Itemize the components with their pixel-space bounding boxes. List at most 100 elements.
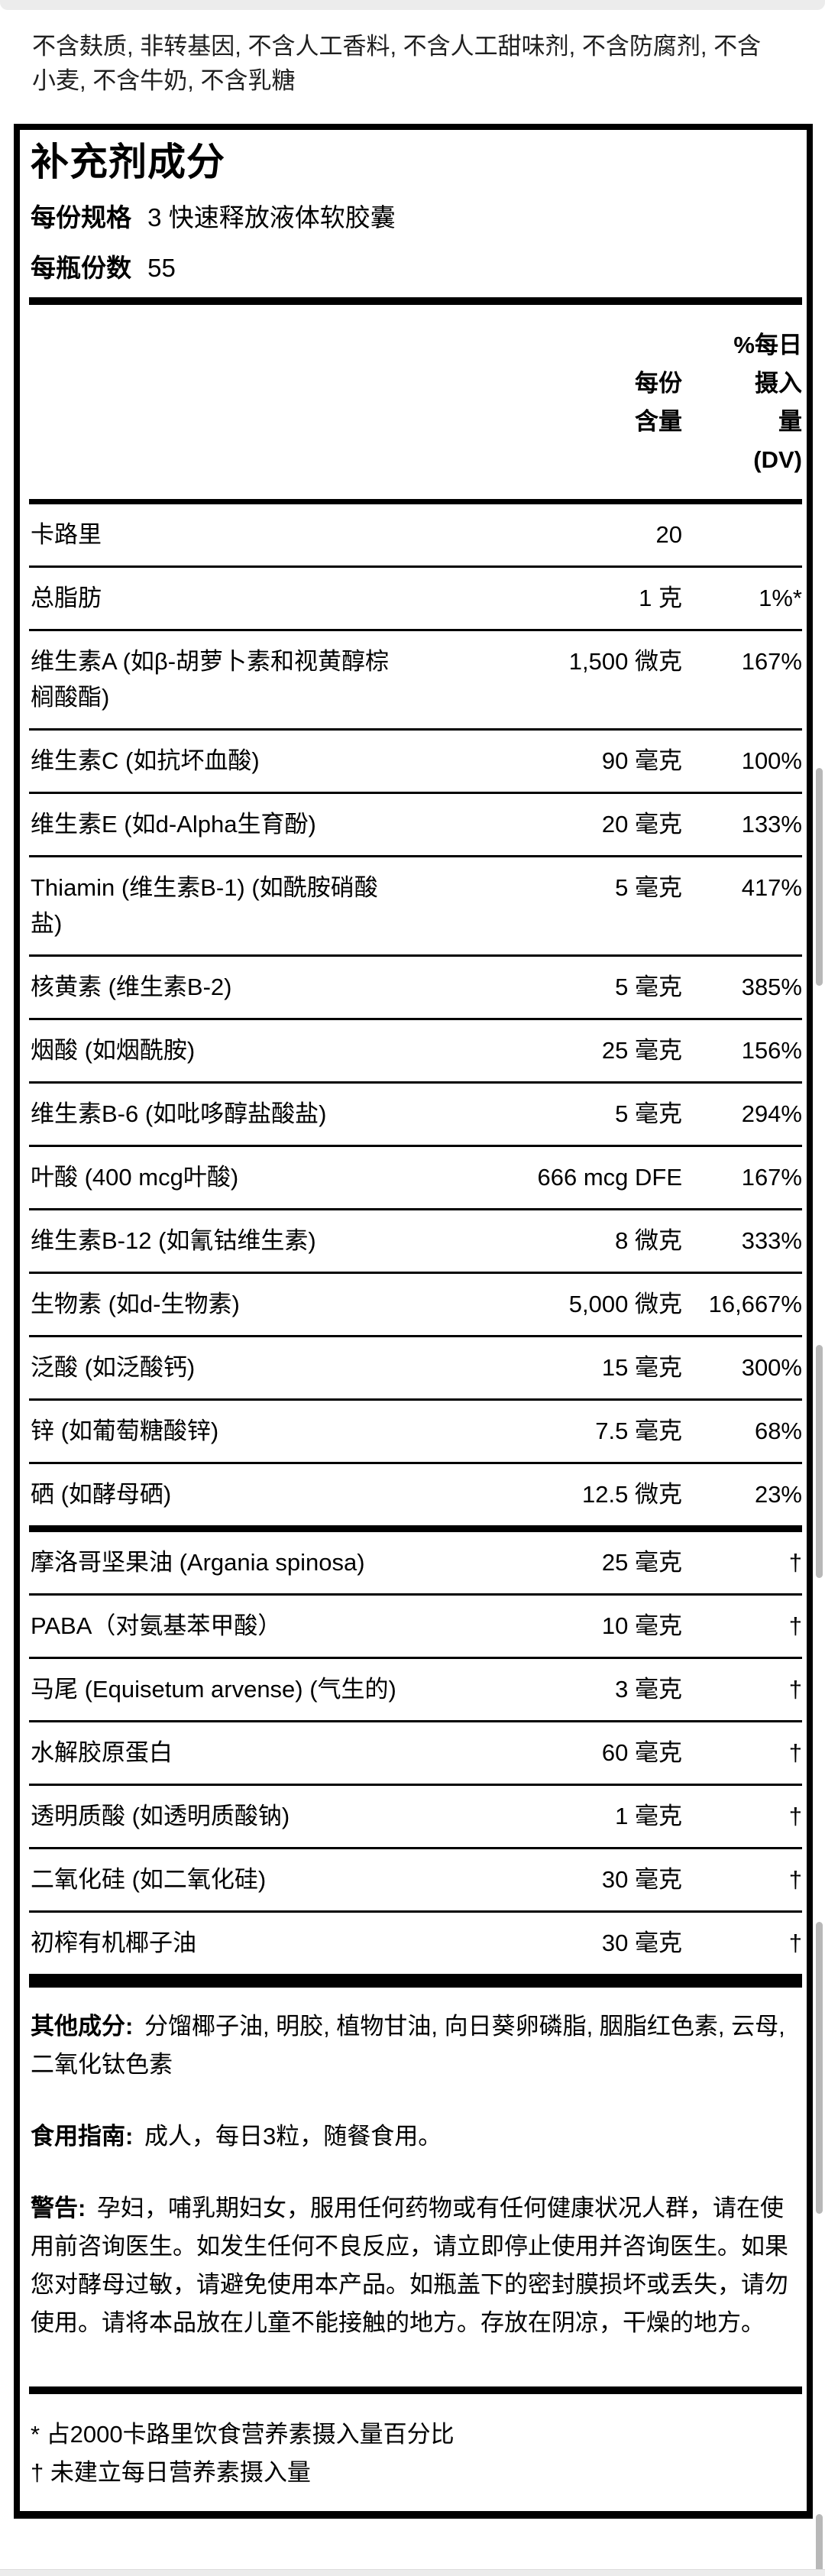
warning-label: 警告: xyxy=(31,2195,86,2221)
other-ingredients-label: 其他成分: xyxy=(31,2013,134,2040)
nutrient-daily-value: † xyxy=(788,1866,802,1893)
nutrient-name: 维生素C (如抗坏血酸) xyxy=(31,747,260,774)
table-row: 硒 (如酵母硒) 12.5 微克 23% xyxy=(29,1462,802,1525)
nutrient-name: 马尾 (Equisetum arvense) (气生的) xyxy=(31,1676,396,1703)
nutrient-name: 维生素A (如β-胡萝卜素和视黄醇棕 榈酸酯) xyxy=(31,648,390,711)
panel-inner: 补充剂成分 每份规格 3 快速释放液体软胶囊 每瓶份数 55 每份 含量 %每日… xyxy=(20,141,807,2511)
nutrient-daily-value: 417% xyxy=(741,874,802,901)
table-row: 透明质酸 (如透明质酸钠) 1 毫克 † xyxy=(29,1784,802,1847)
table-row: 核黄素 (维生素B-2) 5 毫克 385% xyxy=(29,954,802,1018)
warning-text: 孕妇，哺乳期妇女，服用任何药物或有任何健康状况人群，请在使用前咨询医生。如发生任… xyxy=(31,2195,788,2336)
nutrient-daily-value: 1%* xyxy=(759,585,802,611)
other-ingredients-text: 分馏椰子油, 明胶, 植物甘油, 向日葵卵磷脂, 胭脂红色素, 云母, 二氧化钛… xyxy=(31,2013,785,2078)
table-row: 维生素A (如β-胡萝卜素和视黄醇棕 榈酸酯) 1,500 微克 167% xyxy=(29,629,802,728)
divider-mega xyxy=(29,1974,802,1988)
panel-title: 补充剂成分 xyxy=(31,141,225,183)
footnotes: * 占2000卡路里饮食营养素摄入量百分比 † 未建立每日营养素摄入量 xyxy=(29,2416,802,2492)
table-row: 二氧化硅 (如二氧化硅) 30 毫克 † xyxy=(29,1847,802,1910)
previous-content-edge xyxy=(0,0,825,10)
nutrient-amount: 30 毫克 xyxy=(601,1930,682,1956)
nutrient-name: 硒 (如酵母硒) xyxy=(31,1481,172,1508)
nutrient-name: PABA（对氨基苯甲酸） xyxy=(31,1612,282,1639)
nutrient-amount: 30 毫克 xyxy=(601,1866,682,1893)
serving-size-line: 每份规格 3 快速释放液体软胶囊 xyxy=(31,203,802,233)
supplement-facts-panel: 补充剂成分 每份规格 3 快速释放液体软胶囊 每瓶份数 55 每份 含量 %每日… xyxy=(14,124,813,2519)
nutrient-daily-value: † xyxy=(788,1803,802,1829)
nutrient-amount: 8 微克 xyxy=(615,1227,682,1254)
nutrient-name: 总脂肪 xyxy=(31,585,102,611)
servings-per-bottle-line: 每瓶份数 55 xyxy=(31,253,802,284)
nutrient-daily-value: 68% xyxy=(754,1418,802,1444)
nutrient-amount: 60 毫克 xyxy=(601,1739,682,1766)
nutrient-daily-value: 16,667% xyxy=(708,1291,802,1317)
table-row: 泛酸 (如泛酸钙) 15 毫克 300% xyxy=(29,1335,802,1398)
nutrient-name: 锌 (如葡萄糖酸锌) xyxy=(31,1418,219,1444)
nutrient-amount: 5 毫克 xyxy=(615,974,682,1000)
footnote-calorie-basis: * 占2000卡路里饮食营养素摄入量百分比 xyxy=(31,2421,455,2448)
nutrient-name: 维生素B-6 (如吡哆醇盐酸盐) xyxy=(31,1100,327,1127)
table-row: 总脂肪 1 克 1%* xyxy=(29,565,802,629)
nutrient-daily-value: † xyxy=(788,1739,802,1766)
table-row: 马尾 (Equisetum arvense) (气生的) 3 毫克 † xyxy=(29,1657,802,1720)
nutrient-amount: 20 毫克 xyxy=(601,811,682,838)
other-ingredients-paragraph: 其他成分: 分馏椰子油, 明胶, 植物甘油, 向日葵卵磷脂, 胭脂红色素, 云母… xyxy=(31,2007,802,2084)
footnote-daily-value: † 未建立每日营养素摄入量 xyxy=(31,2459,311,2486)
scrollbar-thumb[interactable] xyxy=(816,768,823,986)
nutrient-daily-value: 333% xyxy=(741,1227,802,1254)
nutrient-name: Thiamin (维生素B-1) (如酰胺硝酸 盐) xyxy=(31,874,378,937)
nutrient-daily-value: 385% xyxy=(741,974,802,1000)
nutrient-amount: 12.5 微克 xyxy=(582,1481,682,1508)
column-header-amount-per-serving: 每份 含量 xyxy=(635,370,682,435)
table-row: 维生素B-12 (如氰钴维生素) 8 微克 333% xyxy=(29,1208,802,1272)
nutrient-amount: 90 毫克 xyxy=(601,747,682,774)
nutrient-name: 二氧化硅 (如二氧化硅) xyxy=(31,1866,267,1893)
product-claims-text: 不含麸质, 非转基因, 不含人工香料, 不含人工甜味剂, 不含防腐剂, 不含小麦… xyxy=(32,33,762,94)
nutrient-daily-value: 167% xyxy=(741,1164,802,1191)
table-row: 叶酸 (400 mcg叶酸) 666 mcg DFE 167% xyxy=(29,1145,802,1208)
nutrient-amount: 666 mcg DFE xyxy=(537,1164,682,1191)
table-row: 初榨有机椰子油 30 毫克 † xyxy=(29,1910,802,1974)
nutrient-daily-value: 23% xyxy=(754,1481,802,1508)
nutrient-name: 核黄素 (维生素B-2) xyxy=(31,974,232,1000)
servings-per-bottle-value: 55 xyxy=(147,254,176,282)
nutrient-amount: 1 毫克 xyxy=(615,1803,682,1829)
directions-paragraph: 食用指南: 成人，每日3粒，随餐食用。 xyxy=(31,2118,802,2156)
nutrient-name: 烟酸 (如烟酰胺) xyxy=(31,1037,196,1064)
nutrient-amount: 15 毫克 xyxy=(601,1354,682,1381)
table-row: 摩洛哥坚果油 (Argania spinosa) 25 毫克 † xyxy=(29,1525,802,1593)
scrollbar-thumb[interactable] xyxy=(816,1345,823,1578)
directions-label: 食用指南: xyxy=(31,2123,134,2150)
nutrient-name: 摩洛哥坚果油 (Argania spinosa) xyxy=(31,1549,365,1576)
nutrient-name: 卡路里 xyxy=(31,521,102,548)
warning-paragraph: 警告: 孕妇，哺乳期妇女，服用任何药物或有任何健康状况人群，请在使用前咨询医生。… xyxy=(31,2189,802,2342)
table-row: 维生素E (如d-Alpha生育酚) 20 毫克 133% xyxy=(29,792,802,855)
directions-text: 成人，每日3粒，随餐食用。 xyxy=(144,2123,442,2150)
nutrient-daily-value: 294% xyxy=(741,1100,802,1127)
nutrient-amount: 25 毫克 xyxy=(601,1037,682,1064)
table-row: 烟酸 (如烟酰胺) 25 毫克 156% xyxy=(29,1018,802,1081)
table-row: 生物素 (如d-生物素) 5,000 微克 16,667% xyxy=(29,1272,802,1335)
nutrient-daily-value: † xyxy=(788,1549,802,1576)
nutrient-amount: 20 xyxy=(655,521,682,548)
divider-footnotes xyxy=(29,2386,802,2394)
table-row: 维生素B-6 (如吡哆醇盐酸盐) 5 毫克 294% xyxy=(29,1081,802,1145)
nutrient-amount: 10 毫克 xyxy=(601,1612,682,1639)
scrollbar-thumb[interactable] xyxy=(816,1922,823,2214)
scrollbar-thumb[interactable] xyxy=(816,2514,823,2575)
nutrient-table: 卡路里 20 总脂肪 1 克 1%* 维生素A (如β-胡萝卜素和视黄醇棕 榈酸… xyxy=(29,504,802,1974)
table-row: 水解胶原蛋白 60 毫克 † xyxy=(29,1720,802,1784)
table-row: PABA（对氨基苯甲酸） 10 毫克 † xyxy=(29,1593,802,1657)
nutrient-daily-value: † xyxy=(788,1676,802,1703)
serving-size-label: 每份规格 xyxy=(31,203,131,232)
next-content-edge xyxy=(0,2569,825,2576)
nutrient-name: 初榨有机椰子油 xyxy=(31,1930,196,1956)
nutrient-name: 维生素B-12 (如氰钴维生素) xyxy=(31,1227,316,1254)
nutrient-name: 水解胶原蛋白 xyxy=(31,1739,173,1766)
nutrient-amount: 25 毫克 xyxy=(601,1549,682,1576)
nutrient-daily-value: 167% xyxy=(741,648,802,675)
nutrient-amount: 1,500 微克 xyxy=(568,648,682,675)
table-row: 维生素C (如抗坏血酸) 90 毫克 100% xyxy=(29,728,802,792)
nutrient-amount: 5 毫克 xyxy=(615,874,682,901)
nutrient-amount: 5,000 微克 xyxy=(568,1291,682,1317)
table-row: 卡路里 20 xyxy=(29,504,802,565)
